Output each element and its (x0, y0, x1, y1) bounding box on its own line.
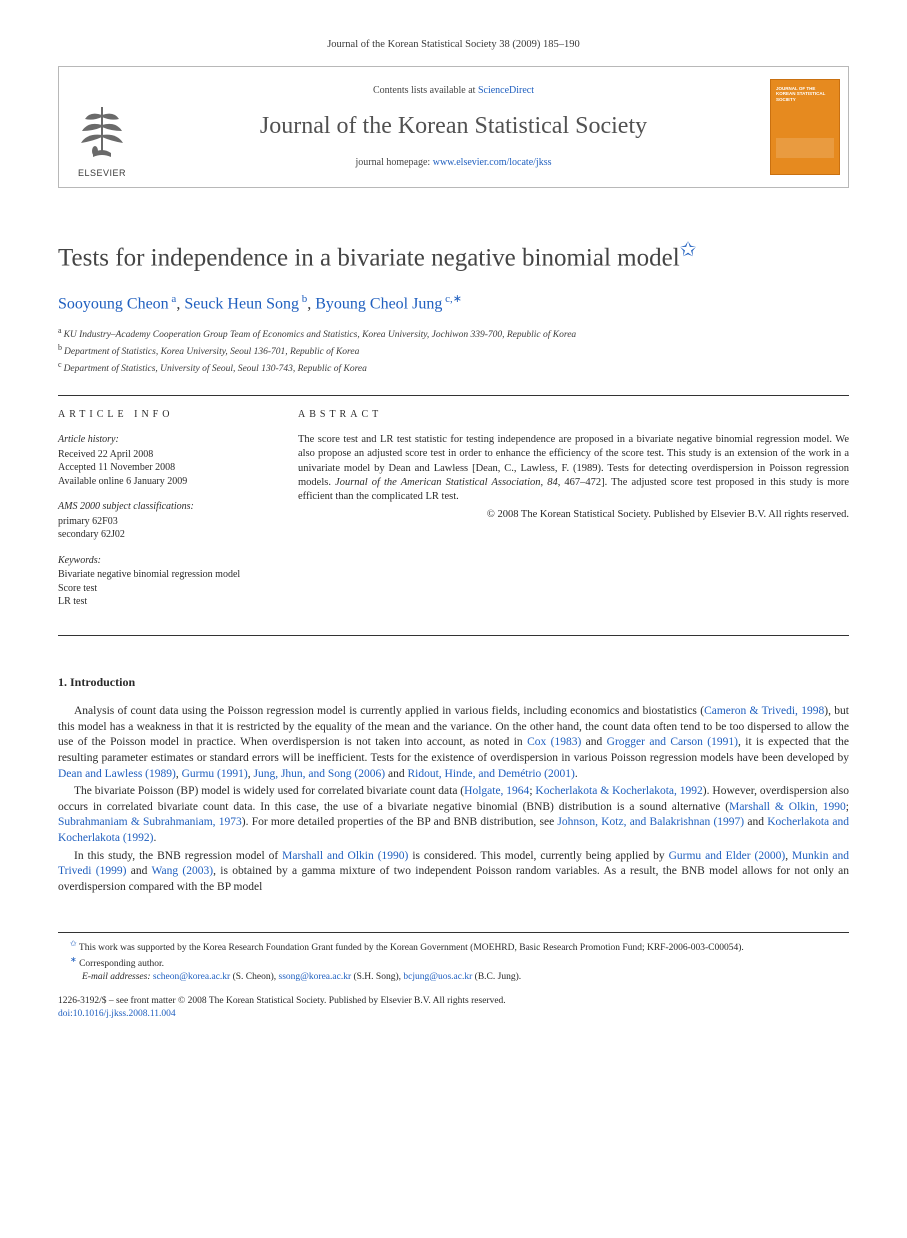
citation-link[interactable]: Marshall & Olkin, 1990 (729, 801, 846, 813)
citation-link[interactable]: Cox (1983) (527, 736, 581, 748)
affiliation-line: b Department of Statistics, Korea Univer… (58, 342, 849, 359)
citation-link[interactable]: Johnson, Kotz, and Balakrishnan (1997) (557, 816, 744, 828)
affiliation-mark: a (58, 326, 64, 335)
info-abstract-row: article info Article history: Received 2… (58, 396, 849, 635)
front-matter-line: 1226-3192/$ – see front matter © 2008 Th… (58, 995, 849, 1008)
homepage-prefix: journal homepage: (356, 157, 433, 168)
body-paragraph: The bivariate Poisson (BP) model is wide… (58, 784, 849, 847)
keywords-block: Keywords: Bivariate negative binomial re… (58, 554, 274, 609)
article-title: Tests for independence in a bivariate ne… (58, 238, 849, 274)
keyword-line: Bivariate negative binomial regression m… (58, 568, 274, 582)
keyword-line: Score test (58, 582, 274, 596)
funding-star-icon: ✩ (70, 939, 77, 948)
article-history-block: Article history: Received 22 April 2008 … (58, 433, 274, 488)
section-1-heading: 1. Introduction (58, 674, 849, 690)
doi-value: 10.1016/j.jkss.2008.11.004 (73, 1009, 176, 1019)
journal-homepage-line: journal homepage: www.elsevier.com/locat… (356, 156, 552, 170)
email-link[interactable]: ssong@korea.ac.kr (279, 972, 352, 982)
journal-name: Journal of the Korean Statistical Societ… (260, 110, 647, 142)
history-line: Available online 6 January 2009 (58, 475, 274, 489)
contents-prefix: Contents lists available at (373, 85, 478, 96)
citation-link[interactable]: Ridout, Hinde, and Demétrio (2001) (407, 768, 574, 780)
emails-footnote: E-mail addresses: scheon@korea.ac.kr (S.… (58, 971, 849, 984)
doi-label: doi: (58, 1009, 73, 1019)
contents-available-line: Contents lists available at ScienceDirec… (373, 84, 534, 98)
elsevier-tree-icon (75, 103, 129, 165)
citation-link[interactable]: Gurmu and Elder (2000) (669, 850, 786, 862)
doi-line: doi:10.1016/j.jkss.2008.11.004 (58, 1008, 849, 1021)
article-history-label: Article history: (58, 433, 274, 447)
publisher-label: ELSEVIER (78, 167, 126, 179)
citation-link[interactable]: Gurmu (1991) (182, 768, 248, 780)
affiliation-mark: b (58, 343, 64, 352)
ams-line: primary 62F03 (58, 515, 274, 529)
affiliation-line: c Department of Statistics, University o… (58, 359, 849, 376)
journal-homepage-link[interactable]: www.elsevier.com/locate/jkss (433, 157, 552, 168)
running-head: Journal of the Korean Statistical Societ… (58, 38, 849, 52)
citation-link[interactable]: Subrahmaniam & Subrahmaniam, 1973 (58, 816, 242, 828)
affiliation-mark: c (58, 360, 64, 369)
abstract-column: abstract The score test and LR test stat… (298, 408, 849, 621)
citation-link[interactable]: Kocherlakota & Kocherlakota, 1992 (535, 785, 702, 797)
masthead-center: Contents lists available at ScienceDirec… (145, 67, 762, 187)
doi-link[interactable]: doi:10.1016/j.jkss.2008.11.004 (58, 1009, 176, 1019)
funding-text: This work was supported by the Korea Res… (79, 943, 744, 953)
citation-link[interactable]: Holgate, 1964 (464, 785, 529, 797)
funding-footnote: ✩ This work was supported by the Korea R… (58, 939, 849, 955)
page-footer: 1226-3192/$ – see front matter © 2008 Th… (58, 995, 849, 1021)
footnotes-block: ✩ This work was supported by the Korea R… (58, 932, 849, 984)
author-affiliation-mark: c,∗ (442, 293, 462, 305)
history-line: Accepted 11 November 2008 (58, 461, 274, 475)
author-affiliation-mark: b (299, 293, 307, 305)
corresponding-label: Corresponding author. (79, 959, 164, 969)
citation-link[interactable]: Marshall and Olkin (1990) (282, 850, 408, 862)
affiliation-line: a KU Industry–Academy Cooperation Group … (58, 325, 849, 342)
ams-block: AMS 2000 subject classifications: primar… (58, 500, 274, 542)
article-info-column: article info Article history: Received 2… (58, 408, 274, 621)
emails-label: E-mail addresses: (82, 972, 153, 982)
author-affiliation-mark: a (169, 293, 177, 305)
email-link[interactable]: scheon@korea.ac.kr (153, 972, 230, 982)
citation-link[interactable]: Wang (2003) (152, 865, 214, 877)
cover-band-decoration (776, 138, 834, 158)
abstract-volume-italic: 84 (547, 477, 558, 488)
cover-title: JOURNAL OF THE KOREAN STATISTICAL SOCIET… (776, 86, 834, 102)
journal-cover-thumbnail: JOURNAL OF THE KOREAN STATISTICAL SOCIET… (770, 79, 840, 175)
sciencedirect-link[interactable]: ScienceDirect (478, 85, 534, 96)
citation-link[interactable]: Jung, Jhun, and Song (2006) (253, 768, 385, 780)
journal-masthead: ELSEVIER Contents lists available at Sci… (58, 66, 849, 188)
citation-link[interactable]: Grogger and Carson (1991) (607, 736, 738, 748)
body-paragraph: Analysis of count data using the Poisson… (58, 704, 849, 782)
body-paragraph: In this study, the BNB regression model … (58, 849, 849, 896)
title-footnote-star-icon: ✩ (680, 239, 697, 261)
author-link[interactable]: Seuck Heun Song (184, 295, 299, 312)
author-link[interactable]: Sooyoung Cheon (58, 295, 169, 312)
citation-link[interactable]: Cameron & Trivedi, 1998 (704, 705, 824, 717)
abstract-text: The score test and LR test statistic for… (298, 433, 849, 503)
section-1-body: Analysis of count data using the Poisson… (58, 704, 849, 896)
abstract-copyright: © 2008 The Korean Statistical Society. P… (298, 508, 849, 522)
citation-link[interactable]: Dean and Lawless (1989) (58, 768, 176, 780)
ams-label: AMS 2000 subject classifications: (58, 500, 274, 514)
article-title-text: Tests for independence in a bivariate ne… (58, 245, 680, 272)
keyword-line: LR test (58, 595, 274, 609)
ams-line: secondary 62J02 (58, 528, 274, 542)
author-list: Sooyoung Cheon a, Seuck Heun Song b, Byo… (58, 292, 849, 315)
author-link[interactable]: Byoung Cheol Jung (315, 295, 442, 312)
article-info-heading: article info (58, 408, 274, 422)
abstract-journal-italic: Journal of the American Statistical Asso… (335, 477, 540, 488)
email-link[interactable]: bcjung@uos.ac.kr (403, 972, 472, 982)
abstract-heading: abstract (298, 408, 849, 422)
cover-thumb-block: JOURNAL OF THE KOREAN STATISTICAL SOCIET… (762, 67, 848, 187)
bottom-rule (58, 635, 849, 636)
corresponding-footnote: ∗ Corresponding author. (58, 955, 849, 971)
history-line: Received 22 April 2008 (58, 448, 274, 462)
publisher-block: ELSEVIER (59, 67, 145, 187)
affiliation-list: a KU Industry–Academy Cooperation Group … (58, 325, 849, 377)
corresponding-star-icon: ∗ (70, 955, 77, 964)
keywords-label: Keywords: (58, 554, 274, 568)
